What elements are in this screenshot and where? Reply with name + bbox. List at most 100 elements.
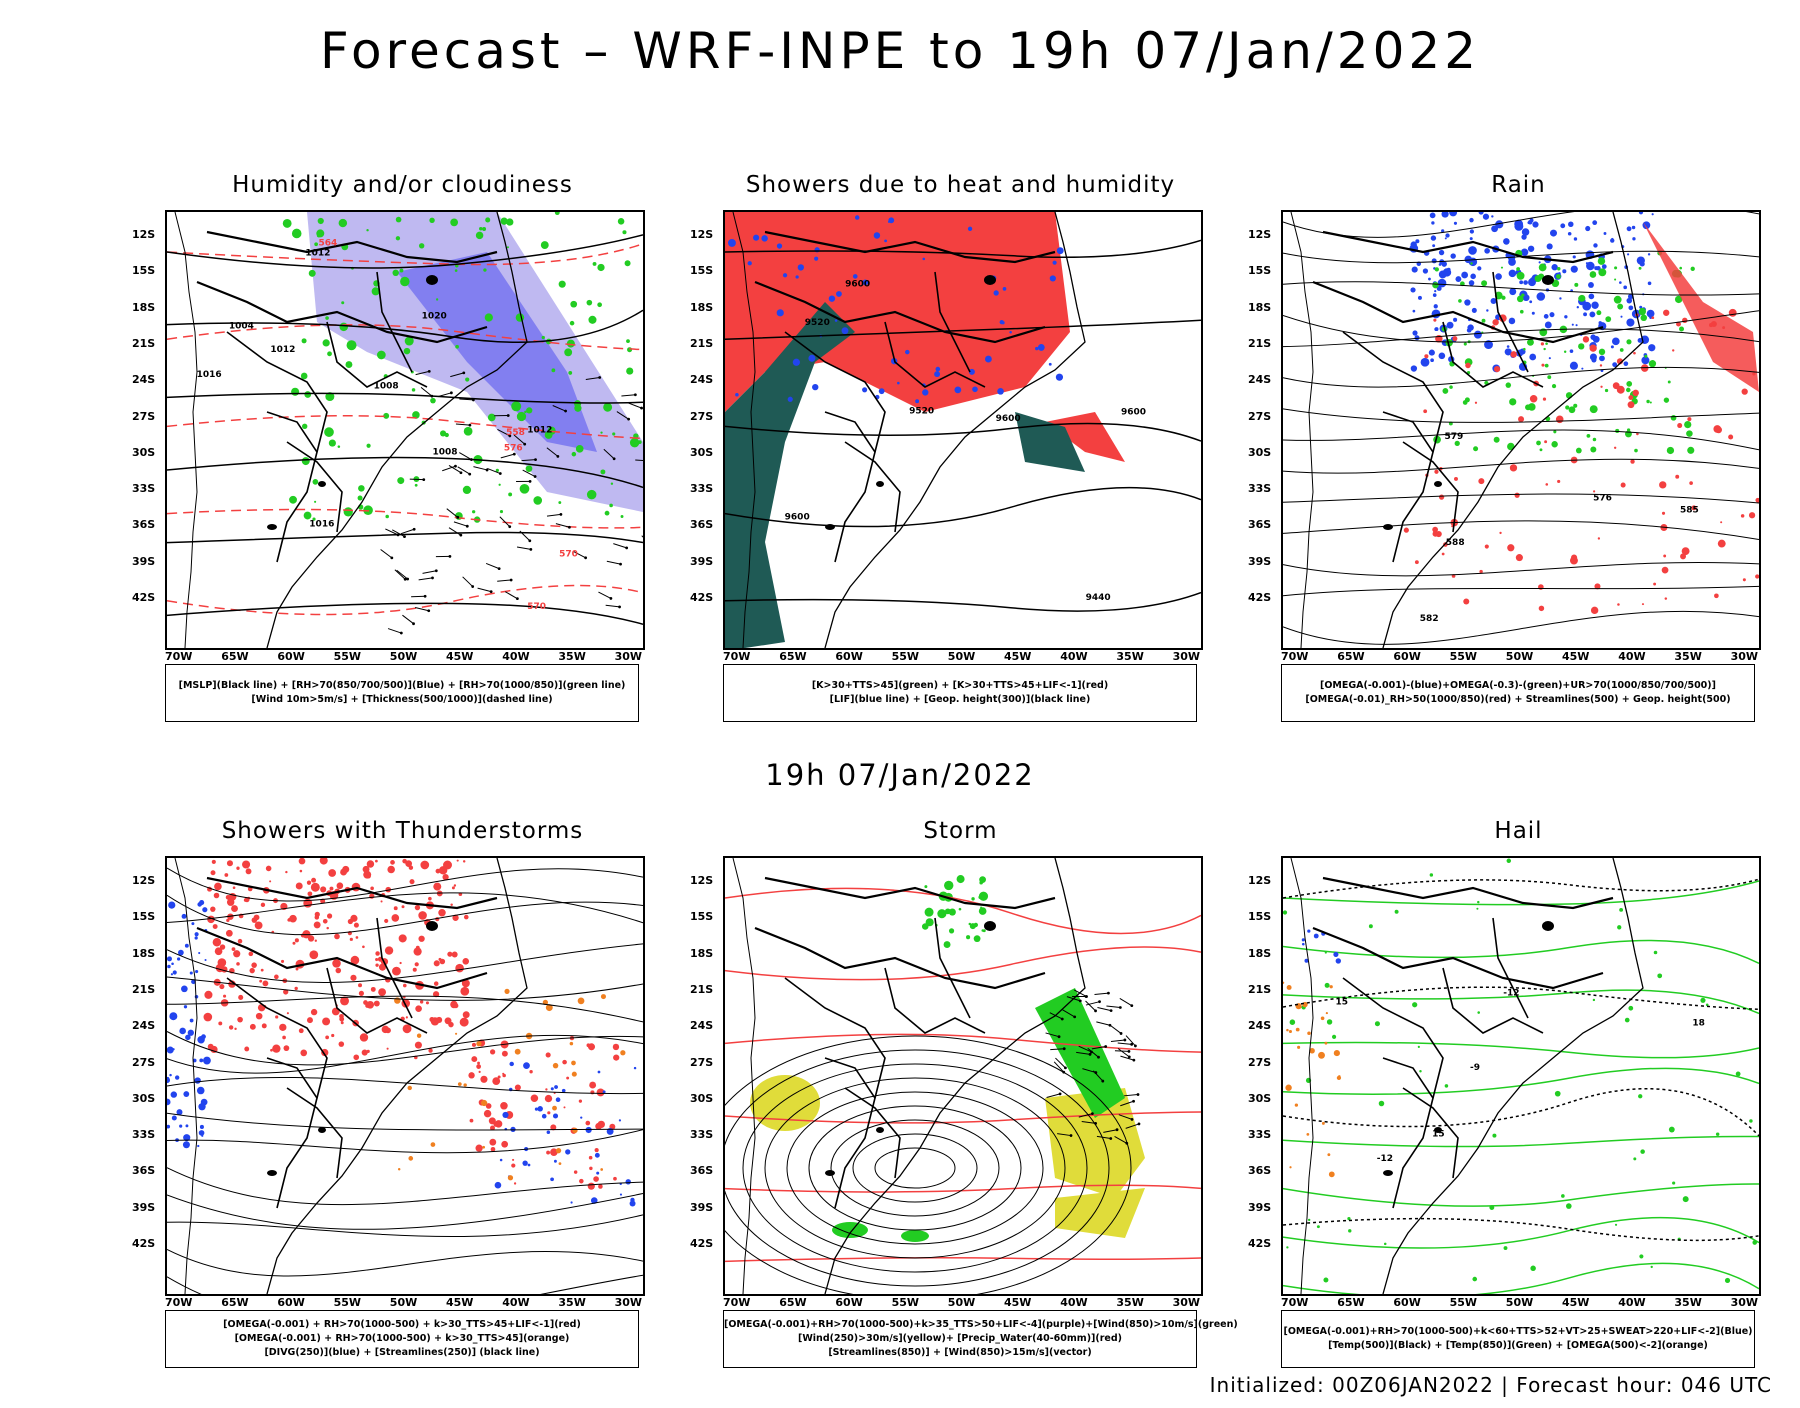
longitude-tick-label: 55W [1450,650,1477,663]
longitude-tick-label: 30W [1731,650,1758,663]
longitude-tick-label: 35W [1116,1296,1143,1309]
latitude-tick-label: 15S [132,264,155,277]
legend-line: [OMEGA(-0.01)_RH>50(1000/850)(red) + Str… [1282,693,1754,707]
longitude-tick-label: 70W [165,1296,192,1309]
latitude-tick-label: 24S [1248,1019,1271,1032]
longitude-tick-label: 40W [1618,1296,1645,1309]
latitude-tick-label: 18S [690,301,713,314]
latitude-tick-label: 42S [690,591,713,604]
latitude-tick-label: 36S [1248,1164,1271,1177]
latitude-tick-label: 39S [690,1201,713,1214]
longitude-tick-label: 45W [1004,1296,1031,1309]
contour-label: 576 [1593,494,1612,504]
legend-line: [Temp(500)](Black) + [Temp(850)](Green) … [1282,1339,1754,1353]
latitude-tick-label: 30S [690,1092,713,1105]
longitude-tick-label: 65W [221,650,248,663]
longitude-tick-label: 35W [558,650,585,663]
contour-label: 1008 [374,381,399,391]
contour-label: 1016 [309,520,334,530]
legend-line: [OMEGA(-0.001)+RH>70(1000-500)+k<60+TTS>… [1282,1325,1754,1339]
longitude-tick-label: 50W [948,1296,975,1309]
latitude-tick-label: 30S [132,1092,155,1105]
longitude-tick-label: 45W [1562,650,1589,663]
legend-line: [OMEGA(-0.001)-(blue)+OMEGA(-0.3)-(green… [1282,679,1754,693]
map-canvas [725,858,1201,1294]
valid-time-title: 19h 07/Jan/2022 [0,758,1800,792]
panel-legend: [OMEGA(-0.001)+RH>70(1000-500)+k>35_TTS>… [723,1310,1197,1368]
latitude-tick-label: 24S [132,1019,155,1032]
contour-label: 576 [504,444,523,454]
longitude-tick-label: 70W [1281,1296,1308,1309]
legend-line: [K>30+TTS>45](green) + [K>30+TTS>45+LIF<… [724,679,1196,693]
longitude-tick-label: 60W [1393,1296,1420,1309]
latitude-tick-label: 24S [1248,373,1271,386]
map-canvas [167,858,643,1294]
latitude-tick-label: 24S [690,1019,713,1032]
longitude-tick-label: 60W [1393,650,1420,663]
contour-label: -9 [1470,1063,1480,1073]
panel-legend: [OMEGA(-0.001)+RH>70(1000-500)+k<60+TTS>… [1281,1310,1755,1368]
longitude-tick-label: 65W [779,650,806,663]
latitude-tick-label: 15S [1248,264,1271,277]
latitude-tick-label: 27S [1248,410,1271,423]
panel-legend: [OMEGA(-0.001) + RH>70(1000-500) + k>30_… [165,1310,639,1368]
latitude-tick-label: 12S [1248,874,1271,887]
latitude-tick-label: 33S [690,1128,713,1141]
longitude-tick-label: 30W [1173,650,1200,663]
latitude-tick-label: 27S [132,1056,155,1069]
latitude-tick-label: 21S [1248,337,1271,350]
longitude-tick-label: 60W [277,1296,304,1309]
latitude-tick-label: 30S [1248,1092,1271,1105]
latitude-tick-label: 39S [132,1201,155,1214]
latitude-tick-label: 33S [1248,1128,1271,1141]
panel-legend: [OMEGA(-0.001)-(blue)+OMEGA(-0.3)-(green… [1281,664,1755,722]
longitude-tick-label: 70W [723,650,750,663]
latitude-tick-label: 42S [1248,591,1271,604]
longitude-tick-label: 45W [446,1296,473,1309]
latitude-tick-label: 18S [132,947,155,960]
latitude-tick-label: 24S [132,373,155,386]
contour-label: 1012 [305,248,330,258]
longitude-tick-label: 35W [558,1296,585,1309]
latitude-tick-label: 30S [132,446,155,459]
latitude-tick-label: 18S [1248,301,1271,314]
longitude-tick-label: 35W [1116,650,1143,663]
contour-label: 15 [1335,998,1348,1008]
latitude-tick-label: 12S [690,228,713,241]
longitude-tick-label: 40W [1060,1296,1087,1309]
longitude-tick-label: 60W [277,650,304,663]
longitude-tick-label: 50W [390,650,417,663]
latitude-tick-label: 33S [132,482,155,495]
latitude-tick-label: 12S [132,874,155,887]
longitude-tick-label: 70W [1281,650,1308,663]
latitude-tick-label: 42S [132,1237,155,1250]
longitude-tick-label: 35W [1674,1296,1701,1309]
contour-label: 15 [1432,1130,1445,1140]
latitude-tick-label: 12S [132,228,155,241]
latitude-tick-label: 39S [1248,1201,1271,1214]
contour-label: 558 [506,428,525,438]
contour-label: 570 [527,602,546,612]
longitude-tick-label: 40W [1060,650,1087,663]
legend-line: [MSLP](Black line) + [RH>70(850/700/500)… [166,679,638,693]
latitude-tick-label: 33S [1248,482,1271,495]
contour-label: 9600 [1121,408,1146,418]
latitude-tick-label: 39S [132,555,155,568]
latitude-tick-label: 12S [690,874,713,887]
map-canvas: 1012100410081012101610201016100857057656… [167,212,643,648]
latitude-tick-label: 21S [132,983,155,996]
longitude-tick-label: 50W [390,1296,417,1309]
longitude-tick-label: 35W [1674,650,1701,663]
longitude-tick-label: 60W [835,1296,862,1309]
longitude-tick-label: 65W [779,1296,806,1309]
latitude-tick-label: 30S [1248,446,1271,459]
legend-line: [OMEGA(-0.001)+RH>70(1000-500)+k>35_TTS>… [724,1318,1196,1332]
contour-label: 579 [1444,432,1463,442]
contour-label: 9520 [909,407,934,417]
latitude-tick-label: 21S [690,983,713,996]
